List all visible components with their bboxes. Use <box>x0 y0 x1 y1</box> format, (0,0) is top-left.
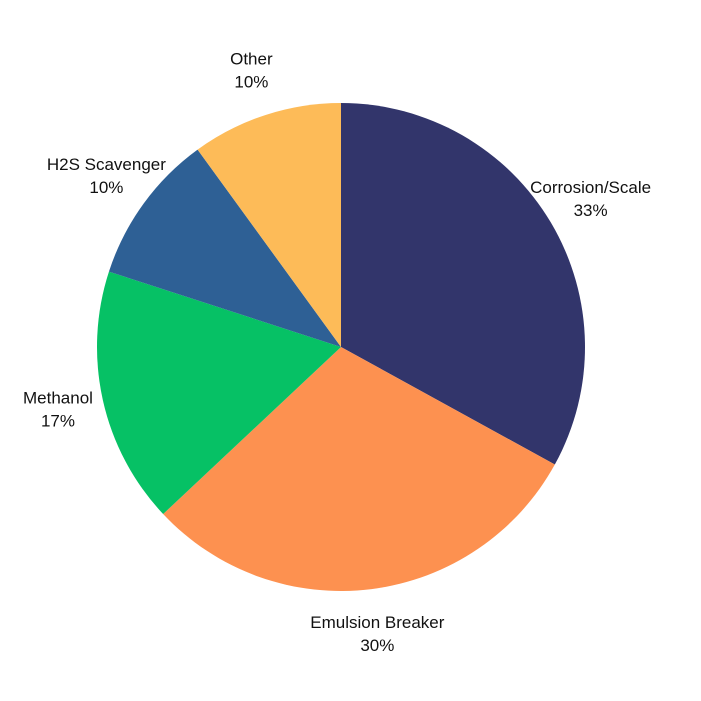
slice-value-label: 33% <box>574 201 608 220</box>
slice-label: Methanol <box>23 389 93 408</box>
pie-slice <box>97 271 342 515</box>
pie-slice <box>163 347 555 591</box>
slice-value-label: 10% <box>234 73 268 92</box>
slice-label: Emulsion Breaker <box>310 613 445 632</box>
slice-label: Other <box>230 50 273 69</box>
slice-label: Corrosion/Scale <box>530 178 651 197</box>
slice-value-label: 10% <box>89 178 123 197</box>
pie-slice <box>108 149 342 347</box>
slice-value-label: 17% <box>41 412 75 431</box>
slice-label: H2S Scavenger <box>47 155 166 174</box>
pie-slice <box>341 103 585 465</box>
pie-slice <box>197 103 341 347</box>
slice-value-label: 30% <box>360 636 394 655</box>
